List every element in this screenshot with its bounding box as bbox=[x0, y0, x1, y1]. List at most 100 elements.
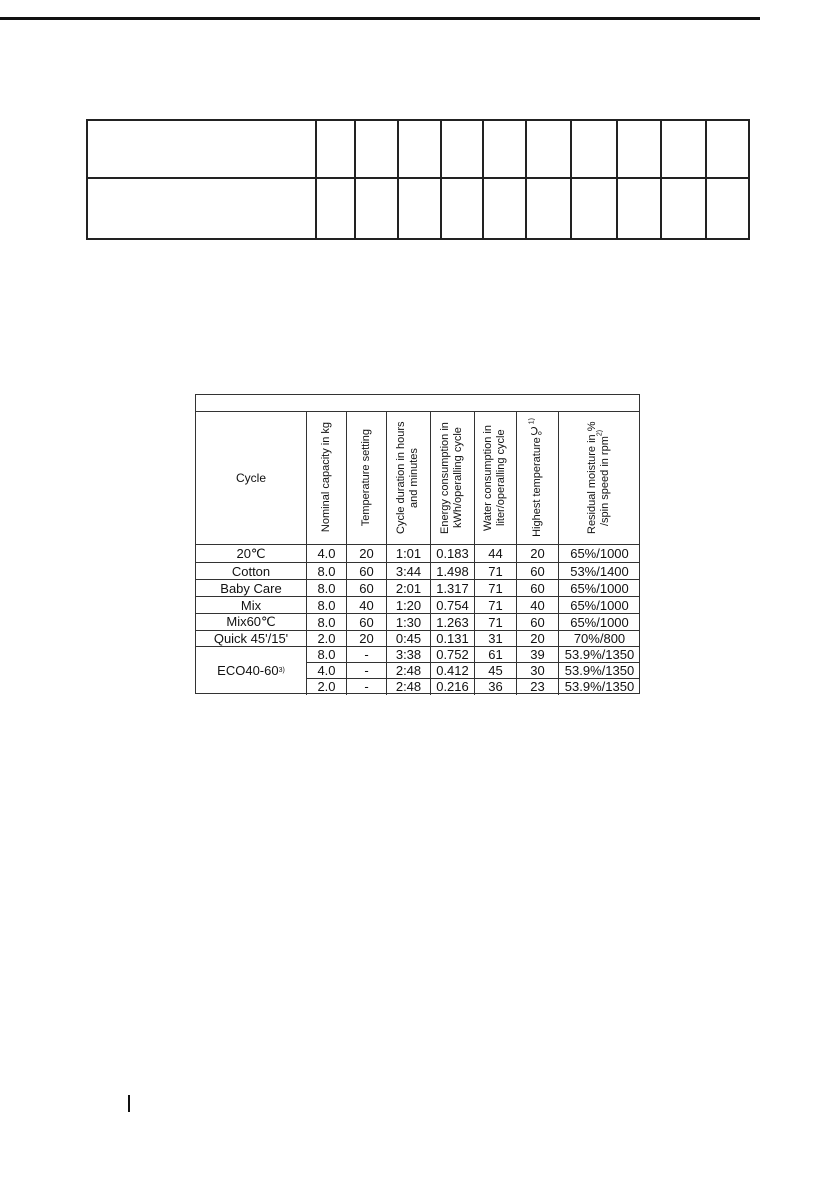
column-divider bbox=[346, 411, 347, 695]
cycle-name: Mix bbox=[197, 597, 305, 613]
empty-table-col bbox=[660, 119, 662, 240]
header-column-label: Energy consumption in kWh/operalling cyc… bbox=[439, 421, 464, 534]
empty-table-col bbox=[315, 119, 317, 240]
cycle-name: Mix60℃ bbox=[197, 614, 305, 630]
table-cell: 39 bbox=[530, 647, 545, 662]
table-cell: 0.131 bbox=[436, 631, 469, 646]
column-divider bbox=[474, 411, 475, 695]
empty-table-col bbox=[482, 119, 484, 240]
cycle-name: ECO40-60 3) bbox=[217, 663, 285, 678]
row-divider bbox=[196, 544, 640, 545]
header-column: Water consumption in liter/operalling cy… bbox=[475, 412, 515, 543]
header-column: Highest temperature℃1) bbox=[517, 412, 557, 543]
table-cell: 4.0 bbox=[317, 546, 336, 561]
header-column: Nominal capacity in kg bbox=[307, 412, 345, 543]
header-column-label: Cycle duration in hours and minutes bbox=[395, 421, 420, 534]
row-divider bbox=[196, 613, 640, 614]
empty-table-col bbox=[616, 119, 618, 240]
row-divider bbox=[196, 562, 640, 563]
table-cell: 65%/1000 bbox=[570, 597, 629, 613]
header-column-label: Residual moisture in % /spin speed in rp… bbox=[586, 421, 611, 534]
cycle-name-text: ECO40-60 bbox=[217, 663, 279, 678]
row-divider bbox=[196, 630, 640, 631]
cycle-name: 20℃ bbox=[197, 545, 305, 562]
column-divider bbox=[306, 411, 307, 695]
title-row-divider bbox=[196, 411, 640, 412]
header-column-label: Nominal capacity in kg bbox=[319, 422, 332, 533]
table-cell: 2:01 bbox=[395, 580, 422, 596]
row-divider bbox=[196, 579, 640, 580]
header-column: Cycle duration in hours and minutes bbox=[387, 412, 429, 543]
table-cell: 0.754 bbox=[436, 597, 469, 613]
cycle-name-text: 20℃ bbox=[236, 545, 266, 561]
table-cell: 65%/1000 bbox=[570, 546, 629, 561]
header-column-text: Cycle duration in hours and minutes bbox=[395, 414, 421, 542]
header-column-text: Nominal capacity in kg bbox=[320, 422, 333, 532]
table-cell: 0.412 bbox=[436, 663, 469, 678]
table-cell: 8.0 bbox=[317, 580, 336, 596]
table-cell: 60 bbox=[359, 614, 374, 630]
top-rule bbox=[0, 17, 760, 20]
cycle-name: Cotton bbox=[197, 563, 305, 579]
header-column-text: Temperature setting bbox=[360, 429, 373, 526]
cycle-name-text: Mix bbox=[240, 597, 262, 613]
table-cell: 60 bbox=[530, 614, 545, 630]
table-cell: 44 bbox=[488, 546, 503, 561]
table-cell: 65%/1000 bbox=[570, 614, 629, 630]
table-cell: 3:38 bbox=[395, 647, 422, 662]
table-cell: 60 bbox=[530, 580, 545, 596]
empty-table-col bbox=[525, 119, 527, 240]
table-cell: 71 bbox=[488, 614, 503, 630]
table-cell: 53%/1400 bbox=[570, 563, 629, 579]
table-cell: 8.0 bbox=[317, 597, 336, 613]
table-cell: 61 bbox=[488, 647, 503, 662]
table-cell: 1.498 bbox=[436, 563, 469, 579]
row-divider bbox=[306, 662, 640, 663]
table-cell: - bbox=[364, 647, 369, 662]
table-cell: 1.263 bbox=[436, 614, 469, 630]
empty-table bbox=[86, 119, 750, 240]
header-column: Energy consumption in kWh/operalling cyc… bbox=[431, 412, 473, 543]
table-cell: 20 bbox=[359, 546, 374, 561]
header-column-text: Highest temperature℃1) bbox=[528, 418, 544, 537]
row-divider bbox=[306, 678, 640, 679]
table-cell: 71 bbox=[488, 580, 503, 596]
header-column-label: Highest temperature℃ bbox=[530, 424, 543, 537]
program-data-table: Cycle Nominal capacity in kg Temperature s… bbox=[195, 394, 640, 695]
table-cell: 0.752 bbox=[436, 647, 469, 662]
empty-table-divider bbox=[86, 177, 750, 179]
table-cell: 53.9%/1350 bbox=[564, 663, 635, 678]
table-cell: - bbox=[364, 663, 369, 678]
empty-table-col bbox=[705, 119, 707, 240]
row-divider bbox=[196, 596, 640, 597]
header-column: Temperature setting bbox=[347, 412, 385, 543]
header-column-text: Energy consumption in kWh/operalling cyc… bbox=[439, 414, 465, 542]
table-cell: 36 bbox=[488, 679, 503, 694]
table-cell: 8.0 bbox=[317, 614, 336, 630]
column-divider bbox=[516, 411, 517, 695]
table-cell: 71 bbox=[488, 597, 503, 613]
table-cell: 2.0 bbox=[317, 679, 336, 694]
table-cell: - bbox=[364, 679, 369, 694]
table-cell: 53.9%/1350 bbox=[564, 679, 635, 694]
table-cell: 8.0 bbox=[317, 647, 336, 662]
table-cell: 2:48 bbox=[395, 663, 422, 678]
table-cell: 65%/1000 bbox=[570, 580, 629, 596]
cycle-name-text: Cotton bbox=[231, 563, 271, 579]
column-divider bbox=[430, 411, 431, 695]
row-divider bbox=[196, 646, 640, 647]
table-cell: 2:48 bbox=[395, 679, 422, 694]
table-cell: 60 bbox=[530, 563, 545, 579]
table-cell: 0:45 bbox=[395, 631, 422, 646]
empty-table-col bbox=[354, 119, 356, 240]
table-cell: 23 bbox=[530, 679, 545, 694]
table-cell: 31 bbox=[488, 631, 503, 646]
table-cell: 4.0 bbox=[317, 663, 336, 678]
table-cell: 53.9%/1350 bbox=[564, 647, 635, 662]
empty-table-col bbox=[440, 119, 442, 240]
empty-table-col bbox=[397, 119, 399, 240]
table-cell: 1:30 bbox=[395, 614, 422, 630]
header-column-label: Water consumption in liter/operalling cy… bbox=[482, 424, 507, 531]
header-column-label: Temperature setting bbox=[359, 428, 372, 527]
